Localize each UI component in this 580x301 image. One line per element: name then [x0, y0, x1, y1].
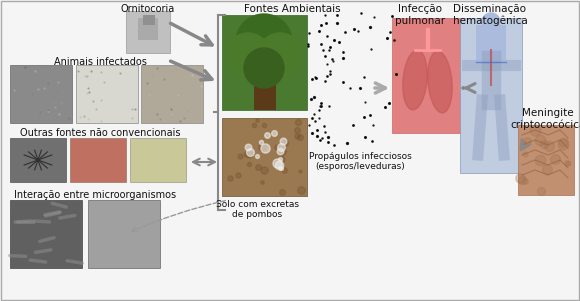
Text: Ornitocoria: Ornitocoria	[121, 4, 175, 14]
Bar	[10, 200, 82, 268]
Bar	[254, 85, 276, 110]
Ellipse shape	[427, 51, 452, 113]
Bar	[88, 200, 160, 268]
Circle shape	[236, 14, 292, 70]
Circle shape	[244, 48, 284, 88]
Text: Infecção
pulmonar: Infecção pulmonar	[395, 4, 445, 26]
Text: Fontes Ambientais: Fontes Ambientais	[244, 4, 340, 14]
Text: Meningite
criptococócica: Meningite criptococócica	[510, 108, 580, 130]
Bar	[141, 65, 203, 123]
Bar	[130, 138, 186, 182]
Circle shape	[482, 13, 500, 31]
Text: Animais infectados: Animais infectados	[53, 57, 146, 67]
Bar	[143, 15, 155, 25]
Bar	[518, 125, 574, 195]
Bar	[126, 11, 170, 53]
Circle shape	[258, 33, 302, 77]
Text: Outras fontes não convencionais: Outras fontes não convencionais	[20, 128, 180, 138]
Bar	[222, 118, 307, 196]
Bar	[392, 18, 464, 133]
Text: Disseminação
hematogênica: Disseminação hematogênica	[452, 4, 527, 26]
Bar	[76, 65, 138, 123]
Bar	[10, 138, 66, 182]
Bar	[222, 15, 307, 110]
Bar	[476, 25, 506, 60]
Bar	[10, 65, 72, 123]
Text: Propágulos infecciosos
(esporos/leveduras): Propágulos infecciosos (esporos/levedura…	[309, 152, 411, 171]
Text: Solo com excretas
de pombos: Solo com excretas de pombos	[216, 200, 299, 219]
Text: Interação entre microorganismos: Interação entre microorganismos	[14, 190, 176, 200]
Ellipse shape	[403, 50, 427, 110]
Bar	[460, 18, 522, 173]
Bar	[138, 18, 158, 40]
Bar	[70, 138, 126, 182]
Circle shape	[226, 33, 270, 77]
